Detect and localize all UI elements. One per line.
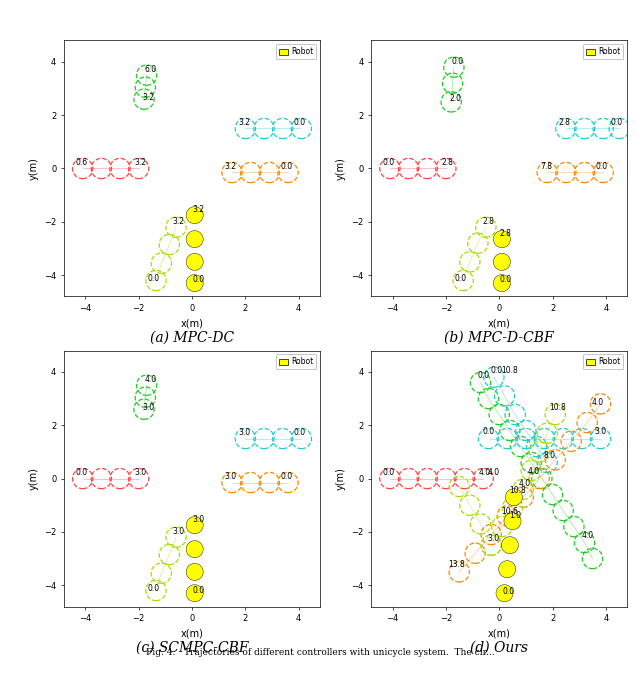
Text: 0.0: 0.0 xyxy=(280,162,292,171)
Text: (a) MPC-DC: (a) MPC-DC xyxy=(150,330,234,344)
Text: 0.0: 0.0 xyxy=(147,584,159,593)
Text: 4.0: 4.0 xyxy=(581,531,593,540)
Circle shape xyxy=(493,253,511,270)
X-axis label: x(m): x(m) xyxy=(180,319,204,329)
X-axis label: x(m): x(m) xyxy=(180,629,204,639)
Text: 3.2: 3.2 xyxy=(134,158,146,167)
Text: 4.0: 4.0 xyxy=(518,479,531,488)
Text: 3.0: 3.0 xyxy=(595,427,607,436)
Text: 0.0: 0.0 xyxy=(490,365,502,375)
Circle shape xyxy=(493,231,511,248)
Circle shape xyxy=(506,489,522,506)
Text: 0.0: 0.0 xyxy=(611,118,623,127)
Text: 4.0: 4.0 xyxy=(145,375,157,384)
Circle shape xyxy=(501,537,518,554)
Text: 10.8: 10.8 xyxy=(509,485,526,495)
Legend: Robot: Robot xyxy=(276,355,316,369)
Text: 7.8: 7.8 xyxy=(540,162,552,171)
Circle shape xyxy=(186,207,204,224)
Text: 0.0: 0.0 xyxy=(477,371,489,380)
Circle shape xyxy=(186,584,204,602)
Circle shape xyxy=(186,563,204,580)
Text: 0.0: 0.0 xyxy=(452,57,464,66)
Text: 2.8: 2.8 xyxy=(500,229,512,238)
Text: 0.0: 0.0 xyxy=(294,428,306,437)
Text: 2.0: 2.0 xyxy=(449,94,461,103)
Text: 0.0: 0.0 xyxy=(500,276,512,284)
Text: 10.8: 10.8 xyxy=(550,403,566,412)
Text: 10.6: 10.6 xyxy=(501,507,518,516)
Text: 4.0: 4.0 xyxy=(592,398,604,406)
Circle shape xyxy=(186,231,204,248)
Legend: Robot: Robot xyxy=(276,44,316,59)
Text: 4.0: 4.0 xyxy=(528,467,540,476)
Circle shape xyxy=(186,541,204,558)
Text: 0.0: 0.0 xyxy=(280,472,292,481)
Text: 2.8: 2.8 xyxy=(559,118,570,127)
Text: 4.0: 4.0 xyxy=(488,468,500,477)
Text: 10.8: 10.8 xyxy=(502,365,518,375)
Text: 13.8: 13.8 xyxy=(448,560,465,570)
Text: Fig. 4.   Trajectories of different controllers with unicycle system.  The cir..: Fig. 4. Trajectories of different contro… xyxy=(146,648,494,657)
Text: (d) Ours: (d) Ours xyxy=(470,640,528,654)
Circle shape xyxy=(504,513,521,530)
Circle shape xyxy=(186,517,204,534)
Text: 0.0: 0.0 xyxy=(383,468,395,477)
Text: 0.0: 0.0 xyxy=(502,587,515,596)
Text: 8.0: 8.0 xyxy=(544,451,556,460)
X-axis label: x(m): x(m) xyxy=(488,319,511,329)
Y-axis label: y(m): y(m) xyxy=(336,467,346,490)
Text: 3.0: 3.0 xyxy=(193,515,205,524)
Y-axis label: y(m): y(m) xyxy=(29,467,38,490)
Text: 3.2: 3.2 xyxy=(173,217,185,226)
Text: 0.0: 0.0 xyxy=(454,274,467,283)
Text: 3.2: 3.2 xyxy=(238,118,250,127)
Legend: Robot: Robot xyxy=(583,44,623,59)
Text: 0.0: 0.0 xyxy=(294,118,306,127)
Text: 0.0: 0.0 xyxy=(596,162,608,171)
Text: 0.0: 0.0 xyxy=(193,276,205,284)
Text: 2.8: 2.8 xyxy=(441,158,453,167)
Text: (c) SCMPC-CBF: (c) SCMPC-CBF xyxy=(136,640,248,654)
Text: 0.0: 0.0 xyxy=(76,468,88,477)
Text: 3.0: 3.0 xyxy=(173,527,185,536)
Text: 4.0: 4.0 xyxy=(479,468,491,477)
Circle shape xyxy=(186,274,204,292)
Text: 0.0: 0.0 xyxy=(383,158,395,167)
Text: 6.0: 6.0 xyxy=(145,65,157,74)
Text: 3.0: 3.0 xyxy=(238,428,250,437)
Text: 1.0: 1.0 xyxy=(509,511,521,520)
Text: 0.6: 0.6 xyxy=(76,158,88,167)
Circle shape xyxy=(499,561,516,578)
Text: 3.0: 3.0 xyxy=(134,468,146,477)
Text: 3.0: 3.0 xyxy=(142,403,154,412)
Text: 3.0: 3.0 xyxy=(488,534,500,543)
Text: 0.0: 0.0 xyxy=(483,427,495,436)
Legend: Robot: Robot xyxy=(583,355,623,369)
Circle shape xyxy=(496,584,513,602)
Y-axis label: y(m): y(m) xyxy=(29,157,38,180)
Text: 0.0: 0.0 xyxy=(193,586,205,594)
Text: 3.2: 3.2 xyxy=(193,205,205,214)
Text: 3.2: 3.2 xyxy=(142,93,154,102)
Text: (b) MPC-D-CBF: (b) MPC-D-CBF xyxy=(444,330,554,344)
Y-axis label: y(m): y(m) xyxy=(336,157,346,180)
Text: 0.0: 0.0 xyxy=(147,274,159,283)
Circle shape xyxy=(186,253,204,270)
Circle shape xyxy=(493,274,511,292)
Text: 3.0: 3.0 xyxy=(225,472,237,481)
Text: 3.2: 3.2 xyxy=(225,162,237,171)
X-axis label: x(m): x(m) xyxy=(488,629,511,639)
Text: 2.8: 2.8 xyxy=(483,217,495,226)
